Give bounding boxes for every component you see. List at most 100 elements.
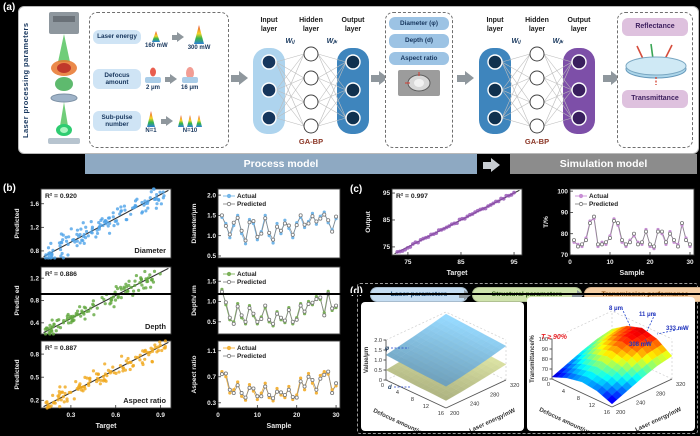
svg-text:Predicted: Predicted bbox=[14, 359, 21, 389]
output-target-scatter-plot: 75 85 95 Output 75 85 95 Target R² = 0.997 bbox=[365, 188, 523, 277]
svg-text:Value/μm: Value/μm bbox=[364, 347, 370, 373]
svg-text:4: 4 bbox=[396, 390, 399, 396]
svg-text:100: 100 bbox=[539, 337, 548, 343]
svg-text:80: 80 bbox=[561, 231, 569, 238]
optical-outputs-box: Reflectance Transmittance bbox=[617, 12, 693, 148]
svg-text:layer: layer bbox=[529, 26, 546, 33]
svg-text:0: 0 bbox=[379, 378, 382, 384]
laser-parameters-side-label: Laser processing parameters bbox=[21, 22, 30, 138]
svg-text:12: 12 bbox=[423, 404, 429, 410]
svg-text:20: 20 bbox=[646, 259, 654, 266]
svg-text:1.1: 1.1 bbox=[207, 348, 216, 355]
svg-text:Sample: Sample bbox=[267, 423, 292, 430]
spectrum-peak-icon bbox=[194, 24, 205, 44]
svg-text:R² = 0.886: R² = 0.886 bbox=[45, 271, 77, 278]
svg-text:1.2: 1.2 bbox=[30, 225, 39, 232]
svg-text:16: 16 bbox=[438, 411, 444, 417]
svg-text:0: 0 bbox=[381, 383, 384, 389]
svg-text:Sample: Sample bbox=[620, 270, 645, 277]
svg-text:70: 70 bbox=[561, 252, 569, 259]
svg-text:95: 95 bbox=[510, 259, 518, 266]
svg-text:80: 80 bbox=[542, 357, 548, 363]
flow-arrow-icon bbox=[603, 71, 620, 85]
svg-text:8: 8 bbox=[411, 397, 414, 403]
svg-text:R² = 0.997: R² = 0.997 bbox=[396, 193, 428, 200]
svg-text:Wⱼₖ: Wⱼₖ bbox=[327, 38, 339, 45]
svg-text:60: 60 bbox=[542, 377, 548, 383]
svg-text:layer: layer bbox=[487, 26, 504, 33]
panel-d-label: (d) bbox=[350, 286, 363, 297]
svg-text:16: 16 bbox=[604, 410, 610, 416]
svg-text:0.4: 0.4 bbox=[30, 320, 39, 327]
focus-spot-icon bbox=[145, 67, 161, 83]
svg-text:Depth: Depth bbox=[145, 322, 166, 331]
svg-text:Actual: Actual bbox=[237, 345, 257, 352]
svg-text:Predicted: Predicted bbox=[14, 208, 21, 238]
svg-text:75: 75 bbox=[383, 244, 391, 251]
svg-text:Laser energy/mW: Laser energy/mW bbox=[635, 407, 683, 431]
svg-text:Predicted: Predicted bbox=[14, 285, 21, 315]
svg-text:Actual: Actual bbox=[589, 193, 609, 200]
svg-text:0.6: 0.6 bbox=[111, 412, 120, 419]
simulation-model-bar: Simulation model bbox=[510, 154, 697, 174]
svg-text:30: 30 bbox=[686, 259, 694, 266]
svg-text:4: 4 bbox=[562, 389, 565, 395]
svg-text:200: 200 bbox=[450, 411, 459, 417]
svg-text:R² = 0.887: R² = 0.887 bbox=[45, 345, 77, 352]
svg-text:Actual: Actual bbox=[237, 193, 257, 200]
svg-text:Aspect ratio: Aspect ratio bbox=[123, 396, 166, 405]
subpulse-pill: Sub-pulse number bbox=[93, 110, 141, 132]
single-pulse-icon: N=1 bbox=[145, 109, 157, 134]
svg-text:1.0: 1.0 bbox=[207, 233, 216, 240]
laser-energy-pill: Laser energy bbox=[93, 30, 141, 44]
svg-text:75: 75 bbox=[404, 259, 412, 266]
svg-text:Defocus amount/μm: Defocus amount/μm bbox=[372, 408, 427, 431]
large-defocus-icon: 16 μm bbox=[181, 67, 198, 91]
process-model-bar: Process model bbox=[85, 154, 477, 174]
svg-text:d: d bbox=[388, 385, 392, 391]
svg-text:85: 85 bbox=[457, 259, 465, 266]
svg-text:layer: layer bbox=[345, 26, 362, 33]
svg-text:85: 85 bbox=[383, 217, 391, 224]
svg-text:Aspect ratio: Aspect ratio bbox=[191, 355, 198, 393]
pulse-train-peaks-icon bbox=[178, 114, 202, 127]
diameter-pill: Diameter (φ) bbox=[389, 17, 449, 31]
low-energy-peak: 160 mW bbox=[145, 26, 168, 49]
svg-text:1.5: 1.5 bbox=[207, 278, 216, 285]
svg-text:Hidden: Hidden bbox=[525, 17, 549, 24]
svg-text:0: 0 bbox=[216, 412, 220, 419]
structure-outputs-box: Diameter (φ) Depth (d) Aspect ratio bbox=[385, 12, 453, 148]
scan-line-artifact bbox=[0, 293, 700, 295]
laser-parameters-box: Laser energy 160 mW 300 mW bbox=[89, 12, 229, 148]
svg-text:308 mW: 308 mW bbox=[629, 342, 652, 348]
aspect-ratio-scatter-plot: 0.2 0.5 0.8 Predicted 0.3 0.6 0.9 Target R² = 0.… bbox=[14, 339, 172, 430]
svg-text:Predicted: Predicted bbox=[237, 201, 266, 208]
svg-text:0.3: 0.3 bbox=[66, 412, 75, 419]
panel-c-label: (c) bbox=[350, 184, 363, 195]
svg-text:0.8: 0.8 bbox=[30, 248, 39, 255]
svg-text:320: 320 bbox=[676, 382, 685, 388]
svg-text:Predicted: Predicted bbox=[237, 279, 266, 286]
subpulse-row: Sub-pulse number N=1 N=10 bbox=[90, 100, 228, 142]
svg-text:GA-BP: GA-BP bbox=[299, 137, 323, 146]
svg-text:Input: Input bbox=[260, 17, 278, 24]
flow-arrow-icon bbox=[572, 290, 584, 300]
svg-text:0.7: 0.7 bbox=[207, 374, 216, 381]
focus-spot-icon bbox=[181, 67, 198, 83]
svg-text:0: 0 bbox=[568, 259, 572, 266]
svg-text:2.0: 2.0 bbox=[207, 192, 216, 199]
svg-text:10: 10 bbox=[254, 412, 262, 419]
svg-text:Actual: Actual bbox=[237, 271, 257, 278]
flow-arrow-icon bbox=[457, 71, 474, 85]
svg-text:layer: layer bbox=[261, 26, 278, 33]
svg-text:240: 240 bbox=[636, 401, 645, 407]
flow-arrow-icon bbox=[231, 71, 248, 85]
svg-text:R² = 0.920: R² = 0.920 bbox=[45, 193, 77, 200]
svg-text:1.2: 1.2 bbox=[30, 275, 39, 282]
arrow-icon bbox=[161, 116, 173, 126]
svg-text:Transmittance/%: Transmittance/% bbox=[530, 334, 536, 382]
svg-text:0.9: 0.9 bbox=[156, 412, 165, 419]
svg-text:20: 20 bbox=[293, 412, 301, 419]
svg-text:30: 30 bbox=[333, 412, 341, 419]
